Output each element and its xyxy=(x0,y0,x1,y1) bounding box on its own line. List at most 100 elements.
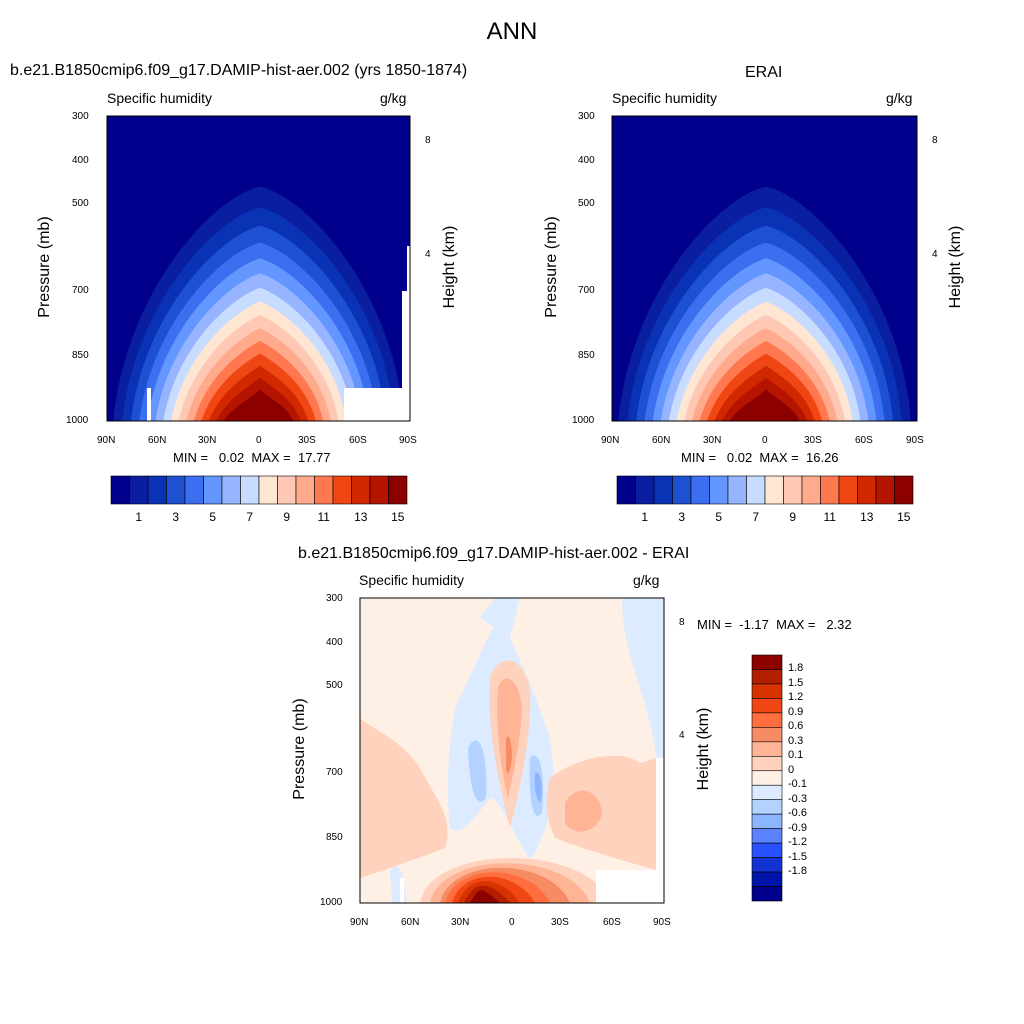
colorbar-label: 9 xyxy=(283,510,291,524)
panel1-xtick: 30N xyxy=(198,435,217,446)
colorbar-label: 7 xyxy=(752,510,760,524)
panel1-colorbar xyxy=(110,475,408,505)
colorbar-label: 11 xyxy=(317,510,330,524)
colorbar-swatch xyxy=(653,475,673,505)
colorbar-swatch xyxy=(751,654,783,670)
difference-contour xyxy=(506,736,512,774)
colorbar-label: 0.6 xyxy=(788,720,804,733)
difference-contour xyxy=(622,598,664,903)
panel3-min-max: MIN = -1.17 MAX = 2.32 xyxy=(697,617,852,632)
colorbar-swatch xyxy=(129,475,149,505)
colorbar-label: 9 xyxy=(789,510,797,524)
panel1-ylabel-right: Height (km) xyxy=(441,225,458,309)
panel2-variable-label: Specific humidity xyxy=(612,90,718,106)
panel3-variable-label: Specific humidity xyxy=(359,572,465,588)
panel2-ytick: 1000 xyxy=(572,415,595,426)
panel2-ytick: 700 xyxy=(578,285,595,296)
colorbar-swatch xyxy=(709,475,729,505)
colorbar-label: 1 xyxy=(135,510,143,524)
colorbar-label: 0 xyxy=(788,763,795,776)
colorbar-swatch xyxy=(857,475,877,505)
colorbar-swatch xyxy=(894,475,914,505)
colorbar-swatch xyxy=(616,475,636,505)
colorbar-swatch xyxy=(369,475,389,505)
panel2-min-max: MIN = 0.02 MAX = 16.26 xyxy=(681,450,839,465)
panel2-ylabel: Pressure (mb) xyxy=(543,216,560,318)
colorbar-swatch xyxy=(690,475,710,505)
difference-contour xyxy=(470,890,500,903)
panel3-xtick: 0 xyxy=(509,917,515,928)
colorbar-label: 1.8 xyxy=(788,662,804,675)
difference-contour xyxy=(400,878,404,903)
panel1-units-label: g/kg xyxy=(380,90,407,106)
difference-contour xyxy=(468,740,487,802)
panel2-xtick: 30S xyxy=(804,435,822,446)
panel3-units-label: g/kg xyxy=(633,572,660,588)
panel2-height-tick: 4 xyxy=(932,249,938,260)
colorbar-swatch xyxy=(184,475,204,505)
panel2-title: ERAI xyxy=(745,64,783,81)
panel3-height-tick: 4 xyxy=(679,730,685,741)
panel2-xtick: 60N xyxy=(652,435,671,446)
panel2-xtick: 0 xyxy=(762,435,768,446)
panel2-xtick: 30N xyxy=(703,435,722,446)
colorbar-label: 1 xyxy=(641,510,649,524)
panel1-ylabel: Pressure (mb) xyxy=(36,216,53,318)
colorbar-swatch xyxy=(332,475,352,505)
panel1-plot xyxy=(106,115,411,422)
panel3-title: b.e21.B1850cmip6.f09_g17.DAMIP-hist-aer.… xyxy=(298,545,690,562)
colorbar-label: 15 xyxy=(391,510,405,524)
colorbar-swatch xyxy=(751,886,783,902)
colorbar-swatch xyxy=(751,828,783,844)
panel3-xtick: 60N xyxy=(401,917,420,928)
colorbar-swatch xyxy=(783,475,803,505)
panel3-ytick: 400 xyxy=(326,637,343,648)
humidity-contour xyxy=(729,389,800,421)
colorbar-swatch xyxy=(751,741,783,757)
colorbar-label: -0.6 xyxy=(788,807,807,820)
colorbar-swatch xyxy=(351,475,371,505)
colorbar-swatch xyxy=(751,669,783,685)
panel3-ytick: 850 xyxy=(326,832,343,843)
colorbar-label: 1.2 xyxy=(788,691,804,704)
colorbar-swatch xyxy=(751,871,783,887)
panel2-xtick: 90N xyxy=(601,435,620,446)
panel1-xtick: 90S xyxy=(399,435,417,446)
humidity-contour xyxy=(223,389,294,421)
panel2-ylabel-right: Height (km) xyxy=(947,225,964,309)
colorbar-label: 0.3 xyxy=(788,734,804,747)
colorbar-swatch xyxy=(727,475,747,505)
panel1-ytick: 700 xyxy=(72,285,89,296)
panel3-ytick: 500 xyxy=(326,680,343,691)
colorbar-swatch xyxy=(751,799,783,815)
colorbar-swatch xyxy=(751,698,783,714)
panel2-ytick: 500 xyxy=(578,198,595,209)
panel2-colorbar xyxy=(616,475,914,505)
panel3-ytick: 300 xyxy=(326,593,343,604)
colorbar-swatch xyxy=(751,813,783,829)
panel2-ytick: 300 xyxy=(578,111,595,122)
colorbar-swatch xyxy=(751,712,783,728)
panel2-ytick: 850 xyxy=(578,350,595,361)
colorbar-label: -0.1 xyxy=(788,778,807,791)
colorbar-swatch xyxy=(166,475,186,505)
panel3-colorbar xyxy=(751,654,783,902)
panel1-xtick: 0 xyxy=(256,435,262,446)
difference-contour xyxy=(534,772,542,803)
colorbar-label: -1.5 xyxy=(788,850,807,863)
colorbar-swatch xyxy=(751,683,783,699)
panel1-ytick: 1000 xyxy=(66,415,89,426)
figure-title: ANN xyxy=(486,18,538,45)
colorbar-swatch xyxy=(635,475,655,505)
panel3-plot xyxy=(359,597,665,904)
panel1-height-tick: 8 xyxy=(425,135,431,146)
panel3-xtick: 90S xyxy=(653,917,671,928)
panel1-ytick: 400 xyxy=(72,155,89,166)
colorbar-label: 7 xyxy=(246,510,254,524)
colorbar-swatch xyxy=(277,475,297,505)
colorbar-label: 3 xyxy=(172,510,180,524)
colorbar-swatch xyxy=(388,475,408,505)
colorbar-swatch xyxy=(751,770,783,786)
panel2-ytick: 400 xyxy=(578,155,595,166)
panel1-title: b.e21.B1850cmip6.f09_g17.DAMIP-hist-aer.… xyxy=(10,62,468,79)
